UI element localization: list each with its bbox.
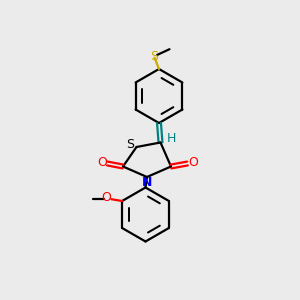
Text: S: S — [151, 50, 158, 63]
Text: S: S — [126, 138, 134, 151]
Text: N: N — [142, 176, 152, 189]
Text: H: H — [167, 132, 177, 146]
Text: O: O — [188, 155, 198, 169]
Text: O: O — [97, 155, 107, 169]
Text: O: O — [101, 190, 111, 204]
